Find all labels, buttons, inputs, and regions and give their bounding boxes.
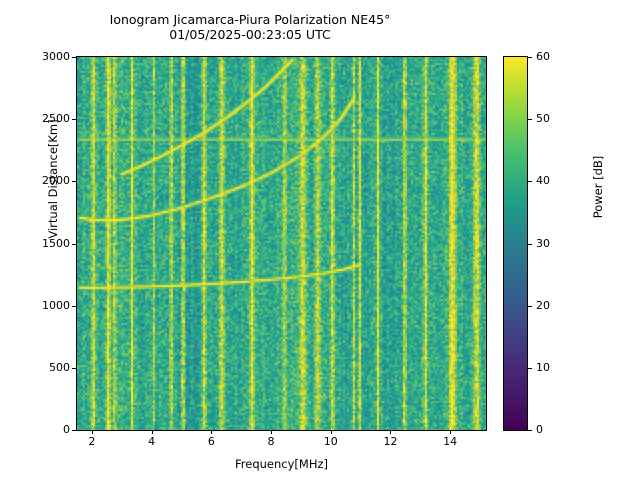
x-tick-mark [91, 430, 93, 434]
y-tick-mark [72, 181, 76, 183]
colorbar [503, 56, 528, 431]
x-tick-mark [390, 430, 392, 434]
y-tick-mark [72, 119, 76, 121]
colorbar-label: Power [dB] [591, 155, 605, 219]
y-tick-label: 500 [49, 360, 70, 374]
x-tick-mark [330, 430, 332, 434]
colorbar-tick-label: 50 [536, 112, 550, 126]
x-tick-label: 14 [443, 435, 458, 448]
y-tick-label: 3000 [42, 50, 70, 63]
colorbar-tick-mark [528, 430, 532, 431]
x-tick-label: 10 [323, 435, 338, 448]
colorbar-tick-label: 20 [536, 298, 550, 312]
x-tick-mark [211, 430, 213, 434]
ionogram-heatmap [77, 57, 486, 430]
x-tick-label: 2 [88, 435, 96, 448]
y-tick-label: 0 [63, 423, 70, 436]
colorbar-tick-label: 0 [536, 423, 543, 436]
colorbar-tick-mark [528, 57, 532, 58]
y-tick-label: 1000 [42, 298, 70, 312]
x-tick-mark [271, 430, 273, 434]
y-tick-mark [72, 305, 76, 307]
title-line-1: Ionogram Jicamarca-Piura Polarization NE… [109, 12, 391, 27]
colorbar-tick-mark [528, 243, 532, 245]
y-tick-label: 2500 [42, 112, 70, 126]
colorbar-tick-mark [528, 305, 532, 307]
title-line-2: 01/05/2025-00:23:05 UTC [169, 27, 331, 42]
y-tick-label: 2000 [42, 174, 70, 188]
colorbar-tick-label: 10 [536, 360, 550, 374]
x-tick-label: 6 [207, 435, 215, 448]
y-tick-mark [72, 430, 76, 431]
colorbar-tick-mark [528, 181, 532, 183]
x-tick-label: 8 [267, 435, 275, 448]
colorbar-tick-label: 30 [536, 236, 550, 250]
colorbar-tick-mark [528, 367, 532, 369]
y-tick-label: 1500 [42, 236, 70, 250]
x-axis-label: Frequency[MHz] [235, 457, 328, 471]
colorbar-tick-label: 40 [536, 174, 550, 188]
colorbar-tick-mark [528, 119, 532, 121]
x-tick-mark [151, 430, 153, 434]
y-tick-mark [72, 243, 76, 245]
x-tick-label: 4 [148, 435, 156, 448]
y-tick-mark [72, 57, 76, 58]
figure-title: Ionogram Jicamarca-Piura Polarization NE… [0, 12, 500, 42]
x-tick-mark [450, 430, 452, 434]
y-tick-mark [72, 367, 76, 369]
x-tick-label: 12 [383, 435, 398, 448]
colorbar-tick-label: 60 [536, 50, 550, 63]
ionogram-plot-area [76, 56, 487, 431]
